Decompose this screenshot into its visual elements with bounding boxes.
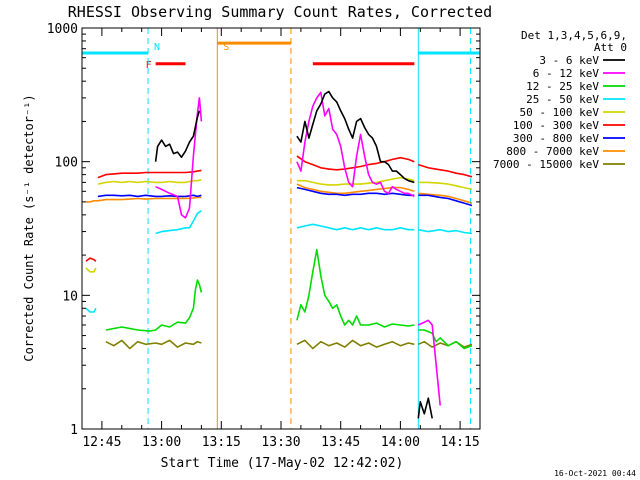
observing-bars: F xyxy=(82,41,480,71)
x-tick-label: 14:00 xyxy=(381,435,420,450)
series-segment-3 xyxy=(418,163,473,178)
legend-label: 7000 - 15000 keV xyxy=(493,158,599,171)
series-segment-2 xyxy=(418,329,473,350)
legend-header: Att 0 xyxy=(594,41,627,54)
footer-timestamp: 16-Oct-2021 00:44 xyxy=(554,469,636,478)
series-segment-1 xyxy=(296,90,415,184)
series-segment-2 xyxy=(417,319,441,406)
x-tick-label: 13:45 xyxy=(321,435,360,450)
legend-label: 50 - 100 keV xyxy=(520,106,600,119)
series-25-50-kev xyxy=(85,210,473,313)
series-segment-2 xyxy=(296,223,415,231)
series-segment-3 xyxy=(418,228,473,235)
series-segment-1 xyxy=(296,248,415,328)
series-3-6-kev xyxy=(154,90,433,419)
series-segment-3 xyxy=(418,181,473,191)
bar-label-f: F xyxy=(146,60,152,71)
x-tick-label: 13:30 xyxy=(261,435,300,450)
x-tick-label: 12:45 xyxy=(82,435,121,450)
legend-label: 800 - 7000 keV xyxy=(506,145,599,158)
series-lines xyxy=(85,90,473,419)
event-marker-n: N xyxy=(154,42,160,53)
y-axis-label: Corrected Count Rate (s⁻¹ detector⁻¹) xyxy=(22,94,36,361)
y-tick-label: 1 xyxy=(70,423,78,438)
series-segment-0 xyxy=(85,267,97,273)
series-segment-1 xyxy=(296,186,415,197)
y-tick-label: 10 xyxy=(62,289,78,304)
y-tick-label: 100 xyxy=(55,156,78,171)
chart-title: RHESSI Observing Summary Count Rates, Co… xyxy=(68,3,492,21)
x-tick-label: 14:15 xyxy=(441,435,480,450)
x-axis-label: Start Time (17-May-02 12:42:02) xyxy=(161,456,404,471)
series-segment-1 xyxy=(97,169,202,179)
axes: 12:45 13:00 13:15 13:30 13:45 14:00 14:15 1 10 10… xyxy=(47,22,481,450)
series-segment-1 xyxy=(296,91,415,198)
series-segment-0 xyxy=(155,97,203,219)
series-segment-0 xyxy=(105,339,202,350)
series-segment-2 xyxy=(296,155,415,171)
series-50-100-kev xyxy=(85,176,473,273)
legend-label: 3 - 6 keV xyxy=(539,54,599,67)
legend-label: 25 - 50 keV xyxy=(526,93,599,106)
series-12-25-kev xyxy=(105,248,473,350)
series-segment-1 xyxy=(296,339,415,350)
series-7000-15000-kev xyxy=(105,339,473,350)
legend-label: 300 - 800 keV xyxy=(513,132,599,145)
legend-label: 100 - 300 keV xyxy=(513,119,599,132)
x-tick-label: 13:15 xyxy=(202,435,241,450)
series-100-300-kev xyxy=(85,155,473,262)
series-segment-1 xyxy=(155,210,202,235)
series-segment-2 xyxy=(417,340,473,348)
series-6-12-kev xyxy=(155,91,441,406)
y-tick-label: 1000 xyxy=(47,22,78,37)
series-segment-0 xyxy=(85,307,97,313)
legend-header: Det 1,3,4,5,6,9, xyxy=(521,29,627,42)
event-marker-s: S xyxy=(223,42,229,53)
series-segment-0 xyxy=(85,257,97,262)
series-segment-2 xyxy=(418,192,473,204)
series-segment-2 xyxy=(418,194,473,207)
series-segment-0 xyxy=(105,279,203,332)
x-tick-label: 13:00 xyxy=(142,435,181,450)
series-segment-2 xyxy=(417,397,433,419)
legend-label: 12 - 25 keV xyxy=(526,80,599,93)
legend-label: 6 - 12 keV xyxy=(533,67,600,80)
series-segment-0 xyxy=(154,110,201,162)
series-segment-0 xyxy=(86,196,202,203)
series-segment-2 xyxy=(296,176,415,186)
